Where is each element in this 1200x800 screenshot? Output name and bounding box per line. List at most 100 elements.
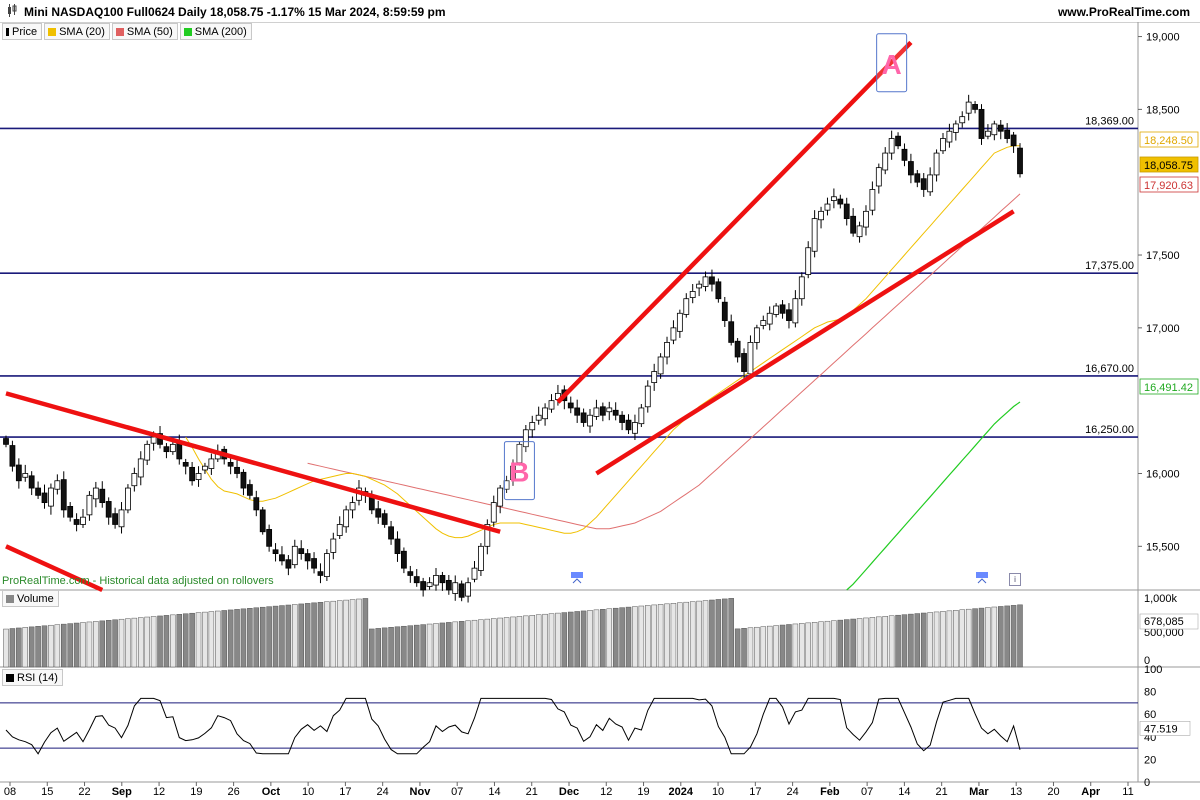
volume-bar [799, 623, 805, 668]
volume-bar [580, 610, 587, 668]
price-icon [6, 27, 9, 36]
candle-body [548, 400, 555, 410]
volume-bar [888, 615, 895, 668]
volume-bar [86, 621, 93, 668]
volume-bar [606, 608, 613, 668]
volume-bar [1010, 605, 1017, 668]
volume-bar [715, 599, 722, 668]
candle-body [863, 210, 869, 228]
candle-body [478, 545, 484, 571]
brand-link[interactable]: www.ProRealTime.com [1057, 5, 1190, 19]
candle-body [426, 582, 433, 587]
candle-body [112, 513, 119, 525]
candle-body [131, 473, 138, 487]
candle-body [60, 479, 67, 511]
volume-bar [465, 620, 471, 668]
volume-bar [811, 622, 818, 668]
rsi-y-tick-label: 60 [1144, 709, 1156, 721]
volume-bar [972, 608, 978, 668]
volume-bar [657, 604, 664, 668]
candle-body [407, 571, 414, 576]
candle-body [458, 583, 465, 598]
candle-body [272, 549, 279, 554]
sma20-line [185, 145, 1020, 539]
candle-body [125, 487, 131, 511]
candle-body [965, 101, 972, 114]
x-tick-label: 15 [41, 786, 53, 798]
volume-bar [22, 627, 29, 668]
volume-bar [523, 615, 529, 668]
volume-bar [882, 616, 888, 668]
candle-body [394, 538, 401, 554]
x-tick-label: 2024 [669, 786, 694, 798]
volume-bar [632, 606, 638, 668]
candle-body [542, 407, 548, 420]
candle-body [753, 327, 760, 343]
candle-body [67, 506, 74, 518]
x-tick-label: 24 [786, 786, 798, 798]
volume-bar [503, 617, 510, 668]
volume-bar [933, 611, 940, 668]
event-flag-icon[interactable] [976, 572, 988, 584]
volume-bar [138, 617, 144, 668]
volume-bar [240, 608, 247, 668]
volume-panel-label[interactable]: Volume [2, 590, 59, 607]
candle-body [940, 138, 946, 152]
candle-body [343, 509, 350, 528]
candle-body [792, 298, 799, 324]
candle-body [279, 554, 285, 562]
volume-bar [568, 611, 574, 668]
volume-bar [490, 618, 497, 668]
candle-body [240, 471, 247, 489]
candle-body [875, 167, 882, 187]
volume-bar [150, 616, 157, 668]
candle-body [901, 148, 908, 161]
candle-body [798, 276, 805, 300]
legend-sma20[interactable]: SMA (20) [44, 23, 110, 40]
volume-bar [824, 620, 831, 668]
x-tick-label: 10 [302, 786, 314, 798]
volume-y-tick-label: 1,000k [1144, 593, 1178, 605]
candle-body [497, 487, 504, 507]
candle-body [381, 513, 388, 525]
candle-body [227, 462, 234, 467]
candle-body [567, 402, 574, 409]
volume-bar [452, 621, 458, 668]
candle-body [400, 550, 407, 569]
candle-body [657, 356, 664, 375]
volume-bar [619, 607, 625, 668]
x-tick-label: Apr [1081, 786, 1101, 798]
info-icon[interactable]: i [1009, 573, 1021, 586]
volume-bar [574, 611, 580, 668]
legend-sma200[interactable]: SMA (200) [179, 23, 252, 40]
volume-bar [125, 618, 131, 668]
price-y-tick-label: 17,000 [1146, 323, 1180, 335]
volume-icon [6, 594, 14, 603]
title-bar: Mini NASDAQ100 Full0624 Daily 18,058.75 … [0, 0, 1200, 23]
candle-body [330, 538, 337, 553]
legend-sma50[interactable]: SMA (50) [111, 23, 178, 40]
legend-price[interactable]: Price [2, 23, 43, 40]
volume-bar [259, 606, 266, 668]
candle-body [773, 305, 780, 315]
volume-bar [677, 602, 683, 668]
rsi-panel-label[interactable]: RSI (14) [2, 669, 63, 686]
candle-body [709, 276, 715, 285]
candle-body [786, 309, 792, 321]
event-flag-icon[interactable] [571, 572, 583, 584]
candle-body [48, 487, 54, 507]
volume-bar [831, 620, 837, 668]
volume-bar [484, 618, 491, 668]
volume-bar [818, 621, 824, 668]
volume-bar [3, 628, 9, 668]
candle-body [522, 429, 529, 448]
volume-bar [638, 605, 645, 668]
candle-body [689, 291, 696, 298]
volume-bar [48, 624, 54, 668]
level-label: 18,369.00 [1085, 115, 1134, 127]
volume-bar [144, 616, 150, 668]
candle-body [189, 466, 196, 482]
volume-bar [869, 617, 876, 668]
volume-bar [433, 623, 439, 668]
